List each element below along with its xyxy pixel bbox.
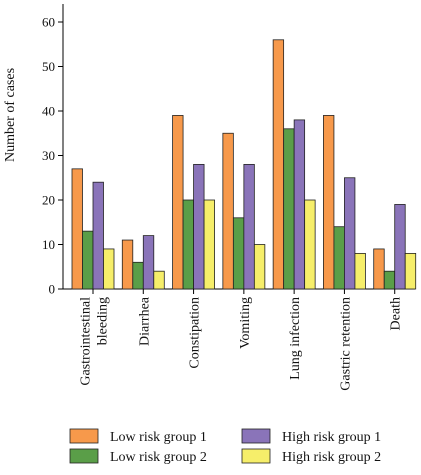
- y-tick-label: 50: [42, 59, 55, 74]
- category-label-line: Constipation: [188, 297, 203, 369]
- y-tick-label: 30: [42, 148, 55, 163]
- category-label-line: bleeding: [96, 297, 111, 345]
- bar-diarrhea-series-3: [142, 235, 155, 290]
- category-label-line: Gastrointestinal: [79, 297, 94, 386]
- bar-diarrhea-series-4: [153, 270, 165, 290]
- legend-swatch: [69, 448, 99, 464]
- legend-label: Low risk group 2: [110, 450, 207, 465]
- bar-death-series-1: [373, 248, 385, 290]
- y-axis: 0 10 20 30 40 50 60: [42, 4, 64, 297]
- y-tick-label: 20: [42, 193, 55, 208]
- y-axis-title: Number of cases: [3, 68, 18, 162]
- y-tick-label: 10: [42, 237, 55, 252]
- legend-label: Low risk group 1: [110, 430, 207, 445]
- bar-gastric-retention-series-2: [333, 226, 345, 290]
- y-tick-label: 0: [49, 282, 56, 297]
- bar-vomiting-series-4: [253, 244, 266, 290]
- y-tick-label: 40: [42, 104, 55, 119]
- bar-constipation-series-4: [203, 199, 215, 290]
- bars: [71, 39, 417, 290]
- category-label-line: Diarrhea: [137, 296, 152, 346]
- legend-swatch: [241, 428, 271, 444]
- bar-gastric-retention-series-1: [323, 115, 335, 290]
- legend-label: High risk group 2: [282, 450, 381, 465]
- bar-diarrhea-series-2: [132, 261, 144, 290]
- category-label: Vomiting: [238, 297, 253, 349]
- bar-constipation-series-3: [193, 163, 205, 290]
- category-label: Gastric retention: [338, 297, 353, 391]
- bar-gastric-retention-series-4: [354, 252, 366, 290]
- bar-vomiting-series-2: [232, 217, 245, 290]
- category-label-line: Death: [389, 297, 404, 330]
- bar-lung-infection-series-2: [283, 128, 295, 290]
- y-tick-label: 60: [42, 15, 55, 30]
- bar-vomiting-series-1: [222, 132, 234, 290]
- bar-gastrointestinal-bleeding-series-2: [82, 230, 94, 290]
- category-label-line: Gastric retention: [338, 297, 353, 391]
- category-label: Constipation: [188, 297, 203, 369]
- legend-label: High risk group 1: [282, 430, 381, 445]
- category-label: Death: [389, 297, 404, 330]
- category-label-line: Vomiting: [238, 297, 253, 349]
- bar-lung-infection-series-1: [272, 39, 285, 290]
- bar-constipation-series-2: [182, 199, 194, 290]
- legend-swatch: [241, 448, 271, 464]
- bar-gastrointestinal-bleeding-series-1: [71, 168, 83, 290]
- bar-vomiting-series-3: [243, 163, 255, 290]
- legend-swatch: [69, 428, 99, 444]
- legend: Low risk group 1 Low risk group 2 High ris…: [69, 428, 381, 465]
- category-label: Diarrhea: [137, 296, 152, 346]
- bar-death-series-4: [404, 252, 417, 290]
- category-label-line: Lung infection: [288, 297, 303, 380]
- bar-lung-infection-series-3: [293, 119, 306, 290]
- category-label: Gastrointestinal bleeding: [79, 297, 111, 386]
- bar-gastric-retention-series-3: [344, 177, 356, 290]
- category-label: Lung infection: [288, 297, 303, 380]
- bar-death-series-2: [383, 270, 396, 290]
- bar-lung-infection-series-4: [304, 199, 316, 290]
- bar-diarrhea-series-1: [121, 239, 134, 290]
- bar-gastrointestinal-bleeding-series-4: [103, 248, 115, 290]
- bar-death-series-3: [394, 204, 406, 290]
- bar-gastrointestinal-bleeding-series-3: [92, 181, 104, 290]
- category-labels: Gastrointestinal bleeding Diarrhea Constipa…: [79, 289, 404, 391]
- bar-constipation-series-1: [172, 115, 184, 290]
